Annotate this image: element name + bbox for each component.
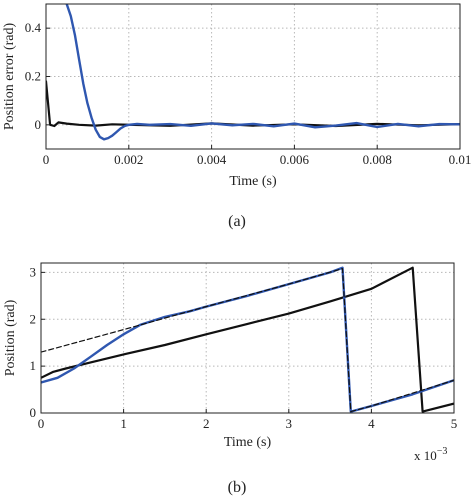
tick-labels: 0 0.002 0.004 0.006 0.008 0.01 0 0.2 0.4 <box>25 20 472 167</box>
series-line-3 <box>41 268 454 413</box>
series-line-2 <box>65 4 460 141</box>
x-tick-label: 0.01 <box>449 152 472 167</box>
multiplier-exponent: −3 <box>437 446 448 457</box>
x-tick-label: 3 <box>286 416 293 431</box>
chart-panel-a: 0 0.002 0.004 0.006 0.008 0.01 0 0.2 0.4 Time (s… <box>2 3 472 230</box>
x-tick-label: 0.004 <box>197 152 227 167</box>
y-tick-label: 0 <box>35 117 42 132</box>
plot-frame <box>45 3 461 150</box>
x-tick-label: 0 <box>38 416 45 431</box>
y-tick-label: 0 <box>30 405 37 420</box>
x-tick-label: 1 <box>120 416 127 431</box>
series-line-2 <box>41 266 454 413</box>
series-line-1 <box>46 80 460 128</box>
x-tick-label: 0.008 <box>363 152 392 167</box>
series-group <box>41 266 454 413</box>
x-tick-label: 0.002 <box>114 152 143 167</box>
x-tick-label: 0.006 <box>280 152 310 167</box>
chart-panel-b: 0 1 2 3 4 5 0 1 2 3 Time (s) Position (rad) x 10−… <box>3 262 458 496</box>
y-tick-label: 1 <box>30 358 37 373</box>
panel-caption: (a) <box>228 213 246 230</box>
x-tick-label: 5 <box>451 416 458 431</box>
x-tick-label: 0 <box>43 152 50 167</box>
tick-labels: 0 1 2 3 4 5 0 1 2 3 <box>30 264 458 431</box>
panel-caption: (b) <box>228 479 247 496</box>
x-tick-label: 2 <box>203 416 210 431</box>
grid-lines <box>46 4 460 149</box>
y-axis-label: Position error (rad) <box>2 23 17 131</box>
multiplier-base: x 10 <box>414 448 437 463</box>
series-group <box>46 4 460 141</box>
series-line-1 <box>41 266 454 413</box>
y-tick-label: 0.4 <box>25 20 42 35</box>
y-tick-label: 2 <box>30 311 37 326</box>
plot-frame <box>40 262 455 414</box>
x-tick-label: 4 <box>368 416 375 431</box>
grid-lines <box>41 263 454 413</box>
y-axis-label: Position (rad) <box>3 299 18 376</box>
x-axis-label: Time (s) <box>224 435 272 450</box>
y-tick-label: 0.2 <box>25 69 41 84</box>
x-axis-label: Time (s) <box>229 174 277 189</box>
y-tick-label: 3 <box>30 264 37 279</box>
x-axis-multiplier: x 10−3 <box>414 446 447 463</box>
